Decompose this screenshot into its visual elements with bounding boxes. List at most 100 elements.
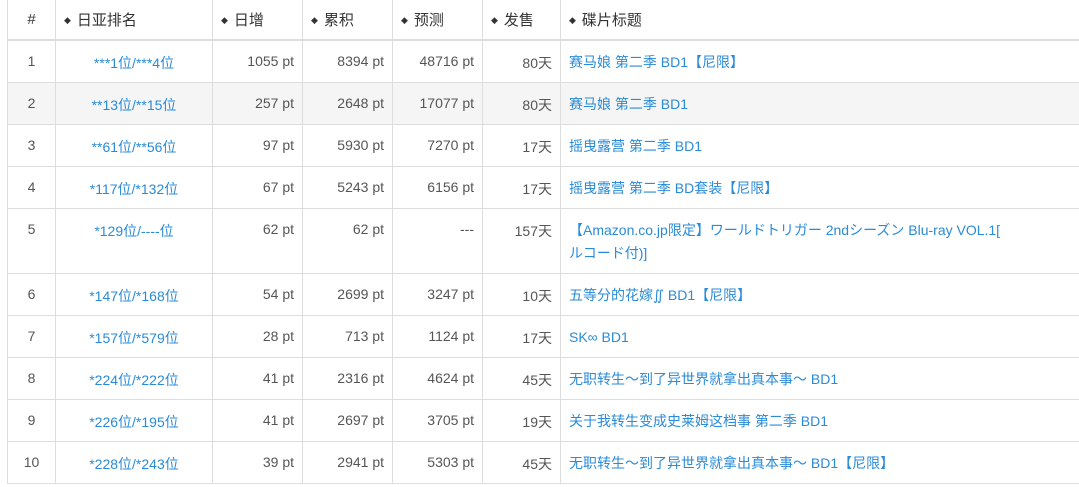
title-link[interactable]: 赛马娘 第二季 BD1 [569, 96, 688, 112]
col-forecast[interactable]: ◆ 预测 [392, 0, 483, 41]
total-cell: 2699 pt [302, 272, 393, 316]
title-cell: 关于我转生变成史莱姆这档事 第二季 BD1 [560, 398, 1079, 442]
title-link[interactable]: 赛马娘 第二季 BD1【尼限】 [569, 54, 744, 70]
title-cell: 摇曳露营 第二季 BD套装【尼限】 [560, 165, 1079, 209]
forecast-cell: 6156 pt [392, 165, 483, 209]
title-link[interactable]: 无职转生～到了异世界就拿出真本事～ BD1 [569, 371, 838, 387]
rank-cell: *226位/*195位 [55, 398, 213, 442]
rank-cell: *224位/*222位 [55, 356, 213, 400]
table-row: 5 *129位/----位 62 pt 62 pt --- 157天 【Amazon.co.… [7, 207, 1079, 274]
sort-updown-icon[interactable]: ◆ [569, 15, 576, 25]
row-index: 4 [7, 165, 56, 209]
rank-cell: **13位/**15位 [55, 81, 213, 125]
rank-link[interactable]: *117位/*132位 [89, 180, 179, 197]
rank-link[interactable]: *129位/----位 [94, 222, 174, 239]
col-title-label: 碟片标题 [581, 12, 642, 29]
col-forecast-label: 预测 [413, 12, 444, 29]
col-rank[interactable]: ◆ 日亚排名 [55, 0, 213, 41]
rank-link[interactable]: *228位/*243位 [89, 455, 179, 472]
title-link[interactable]: 摇曳露营 第二季 BD1 [569, 138, 702, 154]
release-cell: 17天 [482, 165, 561, 209]
release-cell: 80天 [482, 39, 561, 83]
title-link[interactable]: 无职转生～到了异世界就拿出真本事～ BD1【尼限】 [569, 455, 894, 471]
title-line: 摇曳露营 第二季 BD套装【尼限】 [569, 179, 779, 196]
col-daily-label: 日增 [233, 12, 264, 29]
daily-cell: 67 pt [212, 165, 303, 209]
title-cell: 无职转生～到了异世界就拿出真本事～ BD1 [560, 356, 1079, 400]
title-link[interactable]: 摇曳露营 第二季 BD套装【尼限】 [569, 180, 778, 196]
title-link[interactable]: SK∞ BD1 [569, 329, 629, 345]
rank-link[interactable]: ***1位/***4位 [93, 55, 175, 71]
rank-cell: *147位/*168位 [55, 272, 213, 316]
col-total[interactable]: ◆ 累积 [302, 0, 393, 41]
rank-link[interactable]: *226位/*195位 [89, 413, 179, 430]
daily-cell: 97 pt [212, 123, 303, 167]
release-cell: 19天 [482, 398, 561, 442]
title-line: 摇曳露营 第二季 BD1 [569, 137, 703, 154]
total-cell: 8394 pt [302, 39, 393, 83]
rank-link[interactable]: *147位/*168位 [89, 287, 179, 304]
title-cell: 【Amazon.co.jp限定】ワールドトリガー 2ndシーズン Blu-ray… [560, 207, 1079, 274]
rank-cell: *117位/*132位 [55, 165, 213, 209]
title-cell: 摇曳露营 第二季 BD1 [560, 123, 1079, 167]
daily-cell: 41 pt [212, 398, 303, 442]
col-index: # [7, 0, 56, 41]
daily-cell: 62 pt [212, 207, 303, 274]
sort-updown-icon[interactable]: ◆ [221, 15, 228, 25]
total-cell: 62 pt [302, 207, 393, 274]
rank-cell: *228位/*243位 [55, 440, 213, 484]
daily-cell: 54 pt [212, 272, 303, 316]
title-link[interactable]: 五等分的花嫁∬ BD1【尼限】 [569, 287, 751, 303]
release-cell: 157天 [482, 207, 561, 274]
forecast-cell: 5303 pt [392, 440, 483, 484]
row-index: 8 [7, 356, 56, 400]
title-link[interactable]: 关于我转生变成史莱姆这档事 第二季 BD1 [569, 413, 828, 429]
title-line: SK∞ BD1 [569, 328, 629, 345]
table-row: 7 *157位/*579位 28 pt 713 pt 1124 pt 17天 SK∞ BD1 [7, 314, 1079, 358]
title-link[interactable]: 【Amazon.co.jp限定】ワールドトリガー 2ndシーズン Blu-ray… [569, 222, 1000, 261]
total-cell: 5930 pt [302, 123, 393, 167]
table-row: 4 *117位/*132位 67 pt 5243 pt 6156 pt 17天 摇曳露营 第… [7, 165, 1079, 209]
table-row: 2 **13位/**15位 257 pt 2648 pt 17077 pt 80天 赛马娘 … [7, 81, 1079, 125]
title-cell: SK∞ BD1 [560, 314, 1079, 358]
rank-link[interactable]: *224位/*222位 [89, 371, 179, 388]
col-daily[interactable]: ◆ 日增 [212, 0, 303, 41]
row-index: 10 [7, 440, 56, 484]
sort-updown-icon[interactable]: ◆ [491, 15, 498, 25]
sort-updown-icon[interactable]: ◆ [311, 15, 318, 25]
forecast-cell: --- [392, 207, 483, 274]
daily-cell: 28 pt [212, 314, 303, 358]
title-line: 无职转生～到了异世界就拿出真本事～ BD1 [569, 370, 839, 387]
rank-link[interactable]: **61位/**56位 [91, 138, 177, 155]
rank-link[interactable]: *157位/*579位 [89, 329, 179, 346]
daily-cell: 257 pt [212, 81, 303, 125]
row-index: 9 [7, 398, 56, 442]
forecast-cell: 3705 pt [392, 398, 483, 442]
forecast-cell: 17077 pt [392, 81, 483, 125]
release-cell: 45天 [482, 356, 561, 400]
daily-cell: 41 pt [212, 356, 303, 400]
title-cell: 五等分的花嫁∬ BD1【尼限】 [560, 272, 1079, 316]
col-total-label: 累积 [323, 12, 354, 29]
forecast-cell: 7270 pt [392, 123, 483, 167]
rank-link[interactable]: **13位/**15位 [91, 96, 177, 113]
title-line: 无职转生～到了异世界就拿出真本事～ BD1【尼限】 [569, 454, 895, 471]
sort-updown-icon[interactable]: ◆ [64, 15, 71, 25]
forecast-cell: 3247 pt [392, 272, 483, 316]
sort-updown-icon[interactable]: ◆ [401, 15, 408, 25]
table-row: 8 *224位/*222位 41 pt 2316 pt 4624 pt 45天 无职转生～到… [7, 356, 1079, 400]
rank-cell: *157位/*579位 [55, 314, 213, 358]
total-cell: 2648 pt [302, 81, 393, 125]
title-line: 赛马娘 第二季 BD1 [569, 95, 689, 112]
row-index: 7 [7, 314, 56, 358]
col-title[interactable]: ◆ 碟片标题 [560, 0, 1079, 41]
release-cell: 80天 [482, 81, 561, 125]
table-row: 6 *147位/*168位 54 pt 2699 pt 3247 pt 10天 五等分的花嫁… [7, 272, 1079, 316]
title-cell: 无职转生～到了异世界就拿出真本事～ BD1【尼限】 [560, 440, 1079, 484]
total-cell: 2316 pt [302, 356, 393, 400]
rank-cell: *129位/----位 [55, 207, 213, 274]
col-release[interactable]: ◆ 发售 [482, 0, 561, 41]
table-row: 10 *228位/*243位 39 pt 2941 pt 5303 pt 45天 无职转生～… [7, 440, 1079, 484]
title-line: 【Amazon.co.jp限定】ワールドトリガー 2ndシーズン Blu-ray… [569, 221, 1001, 238]
col-release-label: 发售 [503, 12, 534, 29]
